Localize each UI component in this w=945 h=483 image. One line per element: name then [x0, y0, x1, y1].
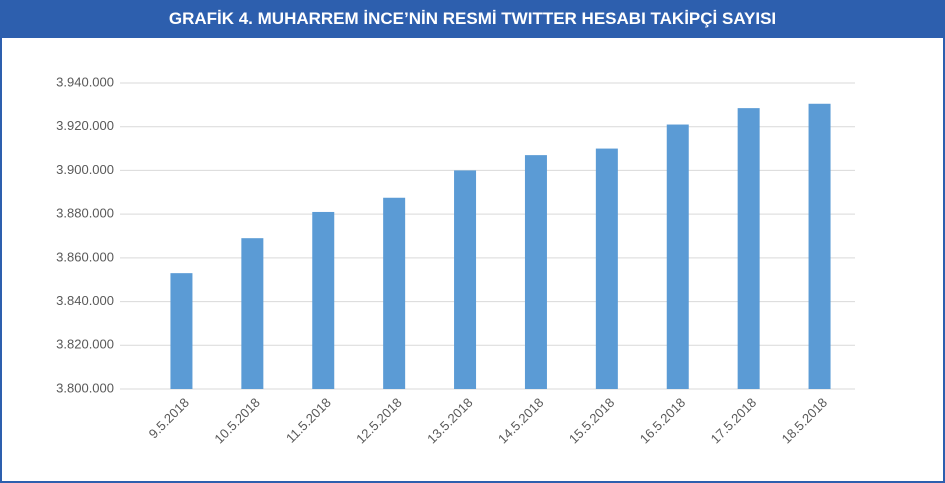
- bar: [383, 197, 406, 389]
- bar: [454, 170, 477, 389]
- bar: [241, 238, 264, 389]
- y-tick-label: 3.920.000: [56, 118, 114, 133]
- y-tick-label: 3.900.000: [56, 162, 114, 177]
- bar: [666, 124, 689, 390]
- y-tick-label: 3.800.000: [56, 380, 114, 395]
- y-tick-label: 3.860.000: [56, 249, 114, 264]
- bar: [312, 211, 335, 389]
- bar: [170, 273, 193, 389]
- y-tick-label: 3.840.000: [56, 293, 114, 308]
- y-tick-label: 3.880.000: [56, 206, 114, 221]
- bar: [737, 108, 760, 389]
- y-tick-label: 3.940.000: [56, 74, 114, 89]
- bar: [524, 155, 547, 389]
- chart-title: GRAFİK 4. MUHARREM İNCE’NİN RESMİ TWITTE…: [0, 0, 945, 38]
- bar: [595, 148, 618, 389]
- bar: [808, 103, 831, 389]
- y-tick-label: 3.820.000: [56, 337, 114, 352]
